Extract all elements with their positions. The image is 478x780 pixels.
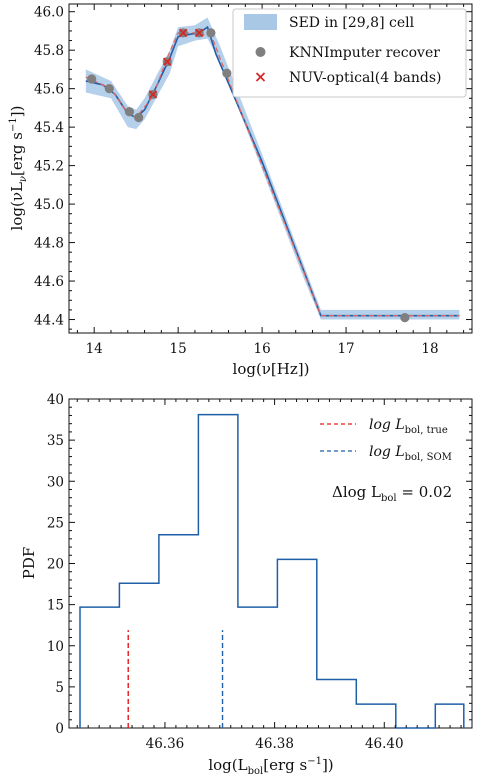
knn-point [400, 313, 410, 323]
pdf-y-tick-label: 25 [47, 515, 64, 531]
pdf-y-tick-label: 20 [47, 557, 64, 573]
pdf-legend: log Lbol, true log Lbol, SOM [320, 417, 452, 463]
nuv-cross-stroke [178, 28, 188, 38]
pdf-x-axis-label: log(Lbol[erg s−1]) [208, 756, 333, 777]
pdf-x-tick-label: 46.40 [365, 736, 404, 752]
nuv-cross-stroke [194, 28, 204, 38]
sed-legend-box [232, 8, 467, 98]
knn-point [134, 112, 144, 123]
sed-legend-band-label: SED in [29,8] cell [289, 15, 415, 31]
sed-y-tick-label: 45.6 [34, 82, 64, 98]
sed-y-tick-label: 44.4 [34, 313, 64, 329]
sed-y-tick-label: 45.2 [34, 159, 64, 175]
sed-y-axis-label: log(νLν[erg s−1]) [8, 106, 29, 231]
sed-x-tick-label: 18 [421, 341, 438, 357]
sed-x-axis-label: log(ν[Hz]) [233, 360, 310, 378]
sed-legend-x-marker [255, 72, 266, 82]
pdf-x-tick-label: 46.38 [255, 736, 294, 752]
pdf-y-tick-label: 10 [47, 639, 64, 655]
nuv-cross [148, 90, 158, 99]
knn-point [206, 28, 216, 38]
sed-x-tick-label: 14 [86, 341, 103, 357]
sed-legend-nuv-label: NUV-optical(4 bands) [289, 70, 442, 86]
pdf-legend-som-label: log Lbol, SOM [369, 444, 452, 463]
nuv-cross [178, 28, 188, 38]
pdf-x-tick-label: 46.36 [146, 736, 185, 752]
pdf-y-tick-label: 5 [55, 680, 64, 696]
sed-y-tick-label: 44.8 [34, 236, 64, 252]
pdf-y-tick-label: 15 [47, 598, 64, 614]
nuv-cross [194, 28, 204, 38]
sed-legend: SED in [29,8] cell KNNImputer recover NU… [232, 8, 467, 98]
knn-point [87, 74, 97, 84]
pdf-legend-true-label: log Lbol, true [369, 417, 448, 436]
sed-legend-circle-marker [255, 47, 266, 57]
pdf-y-axis-label: PDF [20, 547, 38, 580]
pdf-panel: 46.36 46.38 46.40 0 5 10 15 20 25 30 35 40 log Lbol… [20, 392, 473, 777]
pdf-y-tick-label: 0 [55, 721, 64, 737]
sed-legend-knn-label: KNNImputer recover [289, 45, 440, 61]
knn-point [222, 68, 232, 78]
delta-lbol-annotation: Δlog Lbol = 0.02 [332, 483, 452, 504]
sed-y-tick-label: 45.0 [34, 197, 64, 213]
pdf-y-tick-label: 35 [47, 433, 64, 449]
sed-axis-ticks: 14 15 16 17 18 44.4 44.6 44.8 45.0 45.2 45.4 45.6 45… [34, 4, 472, 357]
sed-plot-data [85, 17, 460, 323]
sed-panel: 14 15 16 17 18 44.4 44.6 44.8 45.0 45.2 45.4 45.6 45… [8, 3, 473, 378]
sed-y-tick-label: 44.6 [34, 274, 64, 290]
sed-y-tick-label: 45.8 [34, 43, 64, 59]
pdf-step-histogram [79, 413, 465, 729]
sed-plot-frame [68, 3, 473, 334]
sed-legend-band-swatch [244, 14, 277, 30]
pdf-plot-data [79, 413, 465, 729]
nuv-cross-stroke [148, 90, 158, 99]
sed-y-tick-label: 45.4 [34, 120, 64, 136]
knn-point [124, 107, 135, 117]
pdf-y-tick-label: 30 [47, 474, 64, 490]
pdf-axis-ticks: 46.36 46.38 46.40 0 5 10 15 20 25 30 35 40 [47, 392, 472, 752]
knn-point [104, 84, 114, 94]
nuv-cross [162, 57, 172, 66]
sed-x-tick-label: 16 [254, 341, 271, 357]
pdf-y-tick-label: 40 [47, 392, 64, 408]
nuv-cross-stroke [162, 57, 172, 66]
sed-x-tick-label: 17 [337, 341, 354, 357]
sed-x-tick-label: 15 [170, 341, 187, 357]
sed-y-tick-label: 46.0 [34, 5, 64, 21]
pdf-plot-frame [68, 398, 473, 729]
